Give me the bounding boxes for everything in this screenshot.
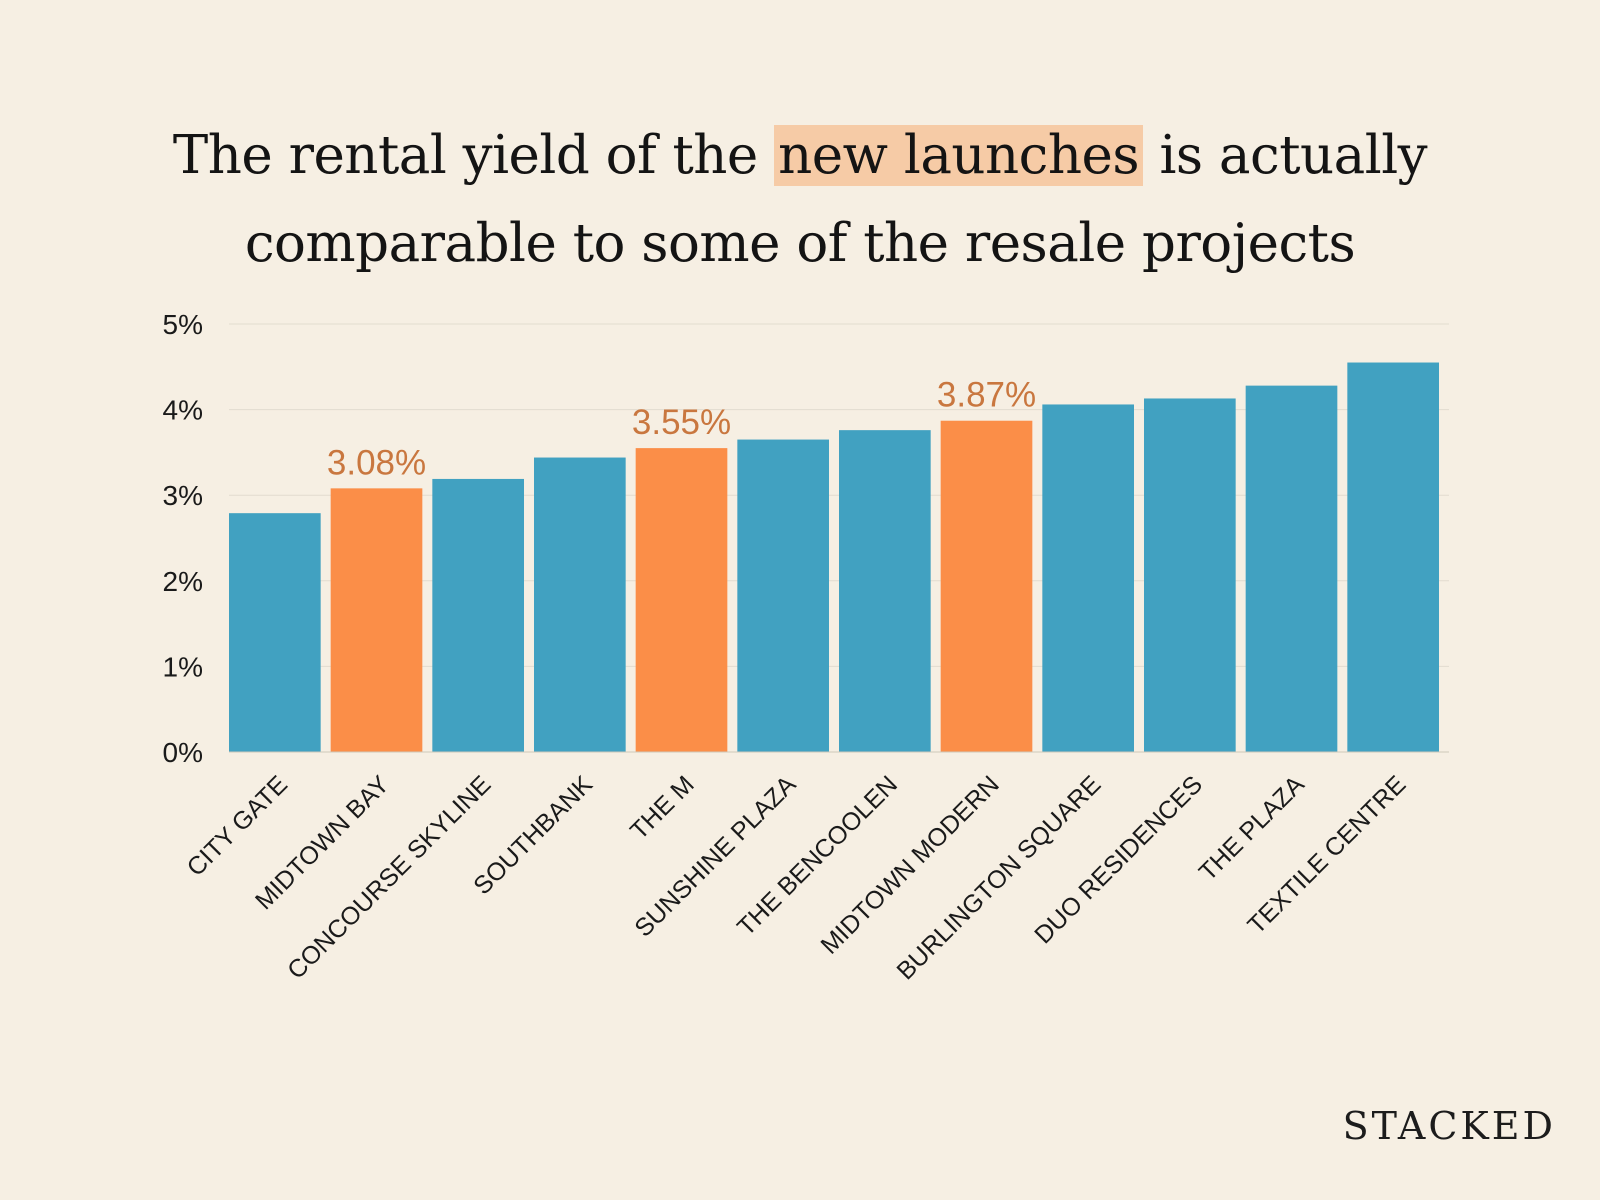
y-tick-label: 3% <box>163 480 203 511</box>
bar <box>839 430 931 752</box>
x-category-label: CONCOURSE SKYLINE <box>282 770 496 984</box>
bar <box>1347 362 1439 752</box>
bar <box>1245 385 1338 752</box>
x-category-label: BURLINGTON SQUARE <box>891 770 1106 985</box>
y-tick-label: 1% <box>163 651 203 682</box>
bar <box>737 439 829 752</box>
chart-title: The rental yield of the new launches is … <box>0 112 1600 288</box>
data-label: 3.87% <box>937 376 1036 415</box>
title-line-2: comparable to some of the resale project… <box>244 213 1356 274</box>
data-label: 3.08% <box>327 443 426 482</box>
bar <box>1144 398 1236 752</box>
y-tick-label: 5% <box>163 309 203 340</box>
title-after: is actually <box>1159 125 1428 186</box>
bar <box>940 420 1033 752</box>
x-category-label: THE M <box>625 770 700 845</box>
data-label: 3.55% <box>632 403 731 442</box>
x-category-label: CITY GATE <box>182 770 293 881</box>
x-category-label: DUO RESIDENCES <box>1029 770 1208 949</box>
x-category-label: MIDTOWN MODERN <box>815 770 1004 959</box>
bar <box>635 448 728 752</box>
title-highlight: new launches <box>774 125 1144 186</box>
y-tick-label: 4% <box>163 395 203 426</box>
brand-logo: STACKED <box>1342 1104 1556 1148</box>
bar <box>1042 404 1134 752</box>
y-tick-label: 2% <box>163 566 203 597</box>
title-line-1: The rental yield of the new launches is … <box>0 112 1600 200</box>
title-before: The rental yield of the <box>172 125 758 186</box>
bar <box>330 488 423 752</box>
bar <box>534 457 626 752</box>
y-tick-label: 0% <box>163 737 203 768</box>
bar <box>432 478 524 752</box>
bar <box>229 513 321 752</box>
